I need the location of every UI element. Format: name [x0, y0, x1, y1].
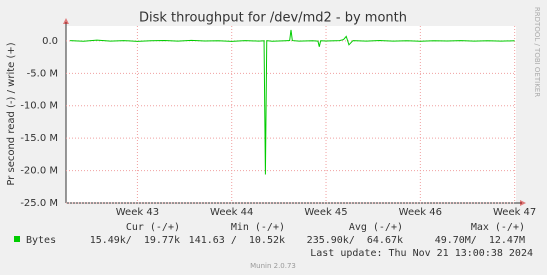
y-tick-label: 0.0 — [42, 36, 58, 47]
legend-swatch — [14, 236, 20, 242]
x-tick-label: Week 45 — [304, 207, 347, 218]
x-tick-label: Week 47 — [493, 207, 536, 218]
legend-header: Cur (-/+) — [126, 222, 180, 233]
legend-value: 235.90k/ 64.67k — [307, 235, 403, 246]
legend-value: 15.49k/ 19.77k — [90, 235, 180, 246]
x-tick-label: Week 43 — [116, 207, 159, 218]
series-line — [70, 29, 515, 175]
legend-header: Max (-/+) — [471, 222, 525, 233]
plot-area — [66, 26, 516, 203]
y-axis-label: Pr second read (-) / write (+) — [6, 42, 17, 185]
legend-value: 141.63 / 10.52k — [189, 235, 285, 246]
y-tick-label: -10.0 M — [20, 101, 58, 112]
legend-label: Bytes — [26, 235, 56, 246]
chart-title: Disk throughput for /dev/md2 - by month — [139, 11, 407, 26]
footer: Munin 2.0.73 — [250, 262, 296, 270]
y-tick-label: -25.0 M — [20, 198, 58, 209]
x-tick-label: Week 44 — [210, 207, 253, 218]
y-tick-label: -20.0 M — [20, 166, 58, 177]
legend-header: Avg (-/+) — [349, 222, 403, 233]
y-tick-label: -15.0 M — [20, 133, 58, 144]
legend-value: 49.70M/ 12.47M — [435, 235, 525, 246]
last-update: Last update: Thu Nov 21 13:00:38 2024 — [310, 248, 533, 259]
y-tick-label: -5.0 M — [27, 68, 58, 79]
x-tick-label: Week 46 — [399, 207, 442, 218]
side-label: RRDTOOL / TOBI OETIKER — [533, 7, 541, 97]
legend-header: Min (-/+) — [231, 222, 285, 233]
